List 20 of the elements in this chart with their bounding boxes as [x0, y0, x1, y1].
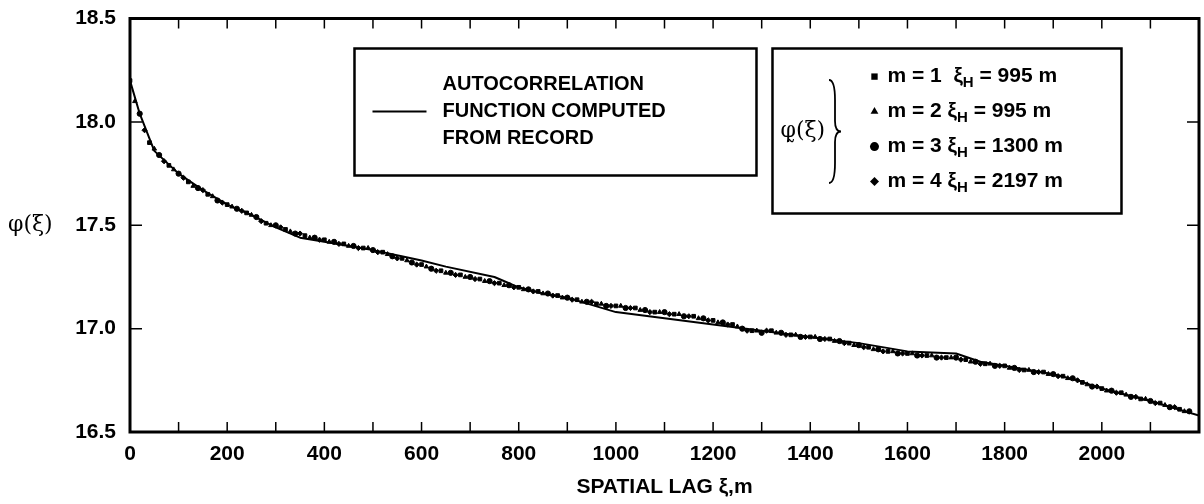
x-tick-label: 600: [404, 441, 440, 465]
y-tick-label: 18.5: [75, 5, 117, 29]
x-tick-label: 400: [306, 441, 342, 465]
y-tick-label: 18.0: [75, 108, 116, 132]
x-tick-label: 1800: [981, 441, 1028, 465]
y-tick-label: 17.5: [75, 212, 117, 236]
legend-label: AUTOCORRELATION FUNCTION COMPUTED FROM RECORD: [442, 72, 666, 149]
x-tick-label: 2000: [1078, 441, 1126, 465]
x-tick-label: 0: [124, 441, 136, 465]
x-tick-label: 1400: [786, 441, 834, 465]
y-axis-title: φ(ξ): [8, 211, 53, 237]
y-tick-label: 17.0: [75, 315, 116, 339]
x-tick-label: 1600: [884, 441, 931, 465]
legend-title: φ̰(ξ): [780, 116, 826, 143]
x-tick-label: 800: [501, 441, 537, 465]
x-tick-label: 200: [209, 441, 245, 465]
x-tick-label: 1000: [592, 441, 640, 465]
x-tick-label: 1200: [689, 441, 737, 465]
y-tick-label: 16.5: [75, 418, 117, 442]
x-axis-title: SPATIAL LAG ξ,m: [576, 474, 753, 498]
